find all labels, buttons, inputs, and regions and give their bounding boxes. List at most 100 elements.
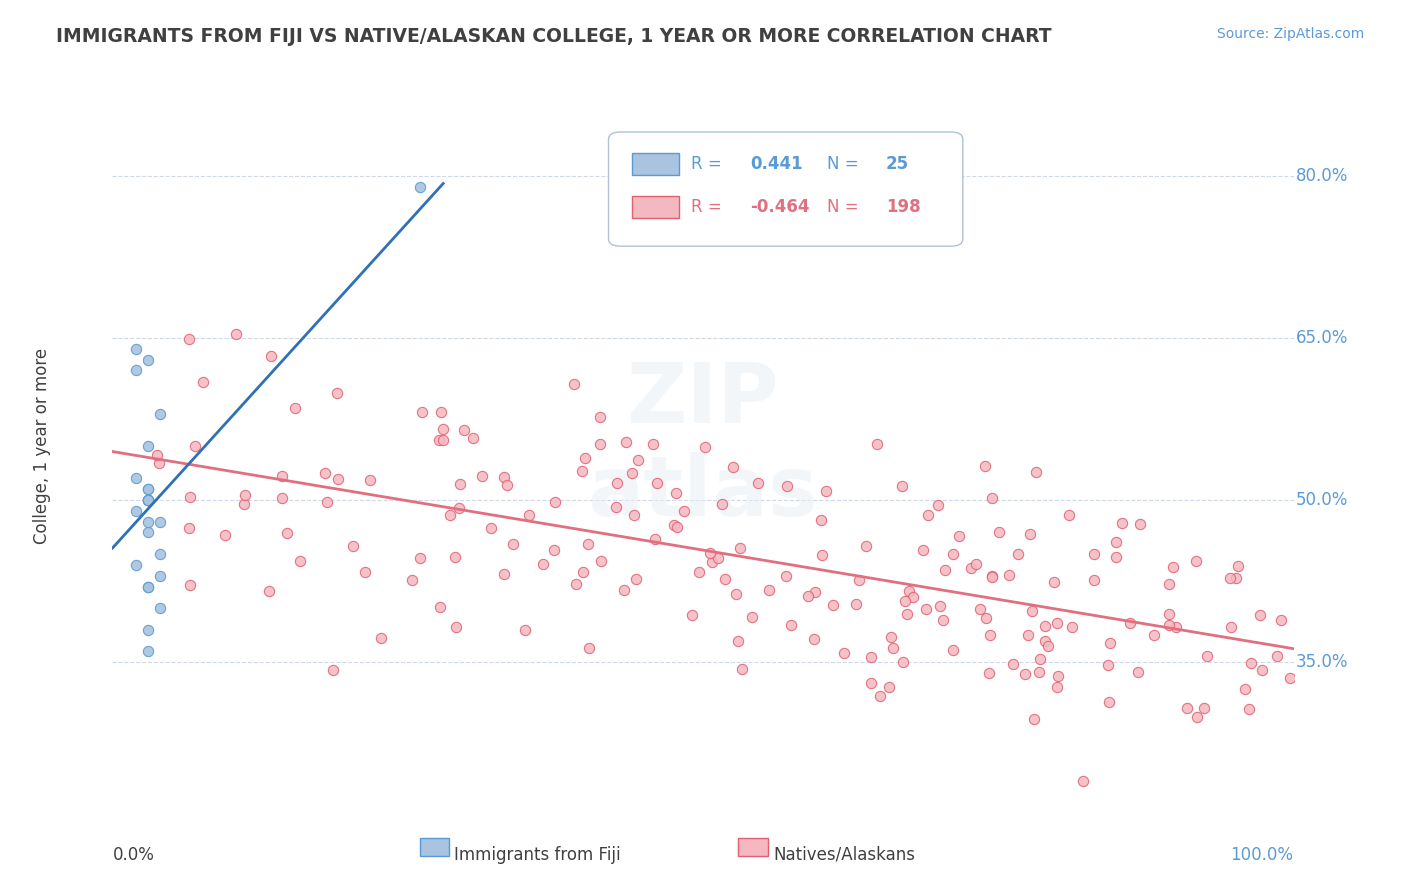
Point bbox=[1126, 665, 1149, 679]
Point bbox=[1046, 615, 1069, 630]
Point bbox=[354, 565, 377, 579]
Point bbox=[979, 666, 1001, 681]
Point bbox=[1104, 549, 1126, 564]
Text: Natives/Alaskans: Natives/Alaskans bbox=[773, 846, 915, 863]
Point bbox=[136, 352, 159, 367]
Point bbox=[1046, 669, 1069, 683]
Point bbox=[322, 663, 344, 677]
Point bbox=[1057, 508, 1080, 522]
Point bbox=[233, 488, 256, 502]
Point bbox=[606, 476, 628, 491]
Point bbox=[429, 405, 451, 419]
Point bbox=[1194, 701, 1216, 715]
Point bbox=[731, 662, 754, 676]
Point bbox=[880, 631, 903, 645]
Point bbox=[409, 550, 432, 565]
FancyBboxPatch shape bbox=[609, 132, 963, 246]
Point bbox=[1022, 712, 1045, 726]
Point bbox=[284, 401, 307, 416]
Point bbox=[125, 363, 148, 377]
Text: ZIP
atlas: ZIP atlas bbox=[588, 359, 818, 533]
Point bbox=[1175, 700, 1198, 714]
Point bbox=[233, 497, 256, 511]
Point bbox=[917, 508, 939, 522]
Point bbox=[1002, 657, 1025, 672]
Text: 100.0%: 100.0% bbox=[1230, 846, 1294, 864]
Point bbox=[370, 631, 392, 645]
FancyBboxPatch shape bbox=[633, 153, 679, 175]
Point bbox=[911, 542, 934, 557]
Point bbox=[1278, 671, 1301, 685]
Point bbox=[136, 493, 159, 508]
Point bbox=[1225, 571, 1247, 585]
Point bbox=[869, 690, 891, 704]
Point bbox=[149, 601, 172, 615]
Point bbox=[494, 567, 516, 582]
Point bbox=[1219, 571, 1241, 585]
Point bbox=[125, 558, 148, 572]
Point bbox=[1062, 619, 1084, 633]
Point bbox=[572, 566, 595, 580]
Text: 25: 25 bbox=[886, 155, 910, 173]
Point bbox=[1029, 652, 1052, 666]
Point bbox=[1226, 558, 1249, 573]
Text: R =: R = bbox=[692, 155, 727, 173]
Text: Source: ZipAtlas.com: Source: ZipAtlas.com bbox=[1216, 27, 1364, 41]
Point bbox=[775, 479, 797, 493]
Point bbox=[1033, 619, 1056, 633]
Point bbox=[915, 602, 938, 616]
Text: 0.0%: 0.0% bbox=[112, 846, 155, 864]
Point bbox=[276, 525, 298, 540]
Point bbox=[693, 440, 716, 454]
Point bbox=[645, 475, 668, 490]
Point bbox=[932, 613, 955, 627]
Point bbox=[1161, 559, 1184, 574]
Point bbox=[980, 568, 1002, 582]
FancyBboxPatch shape bbox=[633, 196, 679, 218]
Point bbox=[589, 554, 612, 568]
Point bbox=[1159, 618, 1181, 632]
Point bbox=[427, 433, 450, 447]
Point bbox=[136, 525, 159, 540]
Point bbox=[1265, 649, 1288, 664]
Point bbox=[882, 640, 904, 655]
Text: IMMIGRANTS FROM FIJI VS NATIVE/ALASKAN COLLEGE, 1 YEAR OR MORE CORRELATION CHART: IMMIGRANTS FROM FIJI VS NATIVE/ALASKAN C… bbox=[56, 27, 1052, 45]
Point bbox=[700, 555, 723, 569]
Text: 80.0%: 80.0% bbox=[1296, 167, 1348, 185]
Point bbox=[179, 490, 201, 504]
Point bbox=[1071, 774, 1094, 789]
Point bbox=[574, 450, 596, 465]
Point bbox=[576, 537, 599, 551]
Point bbox=[1019, 527, 1042, 541]
Point bbox=[1143, 628, 1166, 642]
Point bbox=[432, 422, 454, 436]
Point bbox=[149, 515, 172, 529]
Point bbox=[136, 493, 159, 508]
Point bbox=[898, 584, 921, 599]
Point bbox=[877, 681, 900, 695]
Point bbox=[214, 528, 236, 542]
Point bbox=[621, 466, 644, 480]
Point bbox=[979, 628, 1001, 642]
Point bbox=[666, 520, 689, 534]
Point bbox=[136, 493, 159, 508]
FancyBboxPatch shape bbox=[738, 838, 768, 856]
Point bbox=[665, 486, 688, 500]
Point bbox=[974, 611, 997, 625]
Point bbox=[605, 500, 627, 514]
Point bbox=[644, 533, 666, 547]
Point bbox=[260, 350, 283, 364]
Point bbox=[810, 513, 832, 527]
Point bbox=[1129, 516, 1152, 531]
Point bbox=[429, 599, 451, 614]
Point bbox=[901, 590, 924, 604]
Point bbox=[988, 525, 1011, 540]
Point bbox=[942, 547, 965, 561]
Point bbox=[589, 409, 612, 424]
Point bbox=[714, 573, 737, 587]
Point bbox=[1237, 702, 1260, 716]
Point bbox=[1083, 547, 1105, 561]
Point bbox=[775, 569, 797, 583]
Point bbox=[449, 500, 471, 515]
Text: 198: 198 bbox=[886, 198, 921, 216]
